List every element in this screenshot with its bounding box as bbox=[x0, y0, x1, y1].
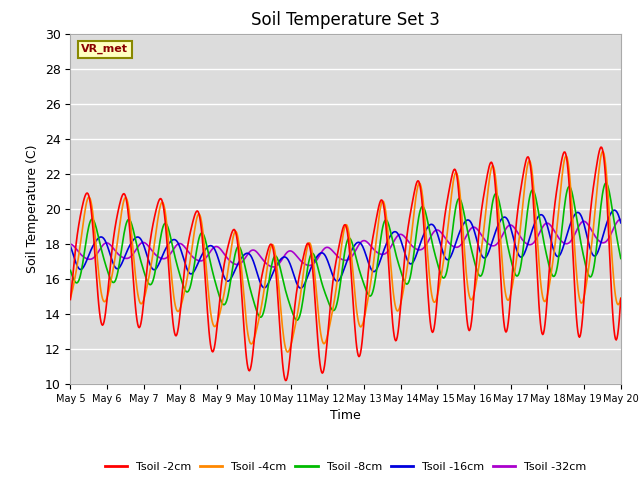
Tsoil -8cm bbox=[429, 245, 437, 251]
Tsoil -4cm bbox=[429, 298, 437, 304]
Tsoil -16cm bbox=[297, 285, 305, 291]
Tsoil -4cm bbox=[77, 241, 84, 247]
Tsoil -4cm bbox=[189, 239, 196, 245]
Tsoil -4cm bbox=[617, 295, 625, 301]
Tsoil -2cm bbox=[218, 277, 226, 283]
Line: Tsoil -4cm: Tsoil -4cm bbox=[70, 152, 621, 352]
X-axis label: Time: Time bbox=[330, 409, 361, 422]
Tsoil -4cm bbox=[67, 295, 74, 301]
Tsoil -32cm bbox=[413, 247, 421, 252]
Tsoil -4cm bbox=[598, 149, 606, 155]
Tsoil -16cm bbox=[77, 266, 84, 272]
Tsoil -8cm bbox=[218, 300, 226, 306]
Tsoil -16cm bbox=[429, 222, 437, 228]
Tsoil -32cm bbox=[67, 241, 74, 247]
Tsoil -16cm bbox=[133, 234, 141, 240]
Tsoil -16cm bbox=[218, 268, 226, 274]
Tsoil -16cm bbox=[189, 270, 196, 276]
Tsoil -2cm bbox=[617, 296, 625, 301]
Tsoil -2cm bbox=[597, 144, 605, 150]
Tsoil -8cm bbox=[617, 256, 625, 262]
Tsoil -2cm bbox=[133, 317, 141, 323]
Tsoil -8cm bbox=[189, 271, 196, 277]
Tsoil -4cm bbox=[413, 186, 421, 192]
Legend: Tsoil -2cm, Tsoil -4cm, Tsoil -8cm, Tsoil -16cm, Tsoil -32cm: Tsoil -2cm, Tsoil -4cm, Tsoil -8cm, Tsoi… bbox=[100, 457, 591, 477]
Tsoil -32cm bbox=[218, 248, 226, 254]
Text: VR_met: VR_met bbox=[81, 44, 129, 54]
Tsoil -2cm bbox=[67, 297, 74, 302]
Tsoil -8cm bbox=[293, 317, 301, 323]
Tsoil -16cm bbox=[67, 243, 74, 249]
Tsoil -8cm bbox=[67, 267, 74, 273]
Tsoil -16cm bbox=[413, 250, 421, 255]
Tsoil -32cm bbox=[77, 251, 84, 257]
Tsoil -2cm bbox=[77, 213, 84, 219]
Line: Tsoil -2cm: Tsoil -2cm bbox=[70, 147, 621, 381]
Tsoil -4cm bbox=[218, 301, 226, 307]
Tsoil -32cm bbox=[269, 264, 277, 270]
Y-axis label: Soil Temperature (C): Soil Temperature (C) bbox=[26, 144, 39, 273]
Tsoil -16cm bbox=[617, 220, 625, 226]
Tsoil -32cm bbox=[133, 245, 141, 251]
Line: Tsoil -32cm: Tsoil -32cm bbox=[70, 219, 621, 267]
Tsoil -2cm bbox=[429, 329, 437, 335]
Tsoil -32cm bbox=[617, 216, 625, 222]
Tsoil -2cm bbox=[413, 179, 421, 184]
Tsoil -16cm bbox=[611, 207, 618, 213]
Tsoil -8cm bbox=[602, 180, 610, 186]
Tsoil -32cm bbox=[189, 254, 196, 260]
Line: Tsoil -8cm: Tsoil -8cm bbox=[70, 183, 621, 320]
Tsoil -4cm bbox=[133, 286, 141, 291]
Line: Tsoil -16cm: Tsoil -16cm bbox=[70, 210, 621, 288]
Tsoil -2cm bbox=[189, 219, 196, 225]
Tsoil -2cm bbox=[282, 378, 289, 384]
Tsoil -8cm bbox=[133, 243, 141, 249]
Title: Soil Temperature Set 3: Soil Temperature Set 3 bbox=[251, 11, 440, 29]
Tsoil -4cm bbox=[284, 349, 292, 355]
Tsoil -32cm bbox=[429, 230, 437, 236]
Tsoil -8cm bbox=[413, 225, 421, 230]
Tsoil -8cm bbox=[77, 273, 84, 278]
